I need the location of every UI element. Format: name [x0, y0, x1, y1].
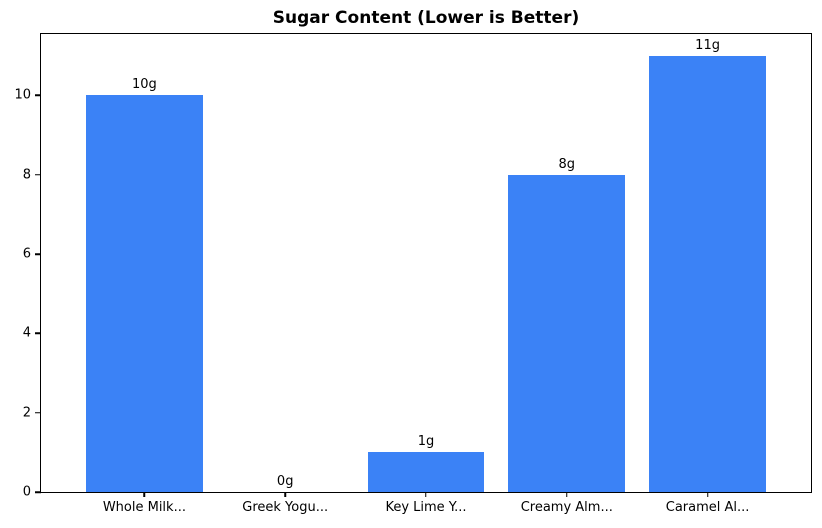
bar — [649, 55, 767, 492]
bar — [508, 174, 626, 492]
bar-slot: 8g Creamy Alm... — [496, 34, 637, 515]
x-tick-mark — [425, 492, 427, 497]
bar-value-label: 8g — [558, 156, 576, 172]
bar-slot: 10g Whole Milk... — [74, 34, 215, 515]
y-tick-label: 0 — [22, 484, 31, 500]
x-tick-mark — [566, 492, 568, 497]
bar-value-label: 11g — [695, 37, 720, 53]
bar — [85, 95, 203, 492]
bar-value-label: 10g — [131, 77, 157, 93]
chart-title: Sugar Content (Lower is Better) — [272, 8, 580, 28]
plot-area: 0 2 4 6 8 10 10g Whole Milk... 0g Greek Yogu... 1… — [14, 33, 812, 515]
y-tick-mark — [35, 94, 41, 97]
bar-value-label: 0g — [276, 474, 294, 489]
y-tick-label: 10 — [14, 87, 31, 103]
y-tick-label: 6 — [22, 246, 31, 262]
x-tick-label: Creamy Alm... — [520, 500, 613, 515]
bar-slot: 0g Greek Yogu... — [215, 34, 356, 515]
x-tick-label: Greek Yogu... — [242, 500, 329, 515]
y-tick-mark — [35, 411, 41, 414]
x-tick-label: Caramel Al... — [665, 500, 750, 515]
bars-container: 10g Whole Milk... 0g Greek Yogu... 1g Key Lim… — [41, 34, 811, 515]
y-tick-mark — [35, 174, 41, 176]
x-tick-mark — [284, 492, 286, 497]
bar-slot: 11g Caramel Al... — [637, 34, 778, 515]
y-tick-mark — [35, 332, 41, 335]
bar — [367, 452, 485, 492]
x-tick-mark — [143, 492, 146, 497]
x-tick-label: Whole Milk... — [102, 500, 186, 515]
y-tick-mark — [35, 491, 41, 493]
x-tick-label: Key Lime Y... — [385, 500, 467, 515]
y-tick-label: 4 — [22, 325, 31, 341]
bar-value-label: 1g — [417, 434, 435, 450]
y-tick-label: 2 — [22, 405, 31, 421]
bar-slot: 1g Key Lime Y... — [356, 34, 497, 515]
y-tick-label: 8 — [22, 167, 31, 183]
y-tick-mark — [35, 253, 41, 255]
x-tick-mark — [706, 492, 709, 497]
